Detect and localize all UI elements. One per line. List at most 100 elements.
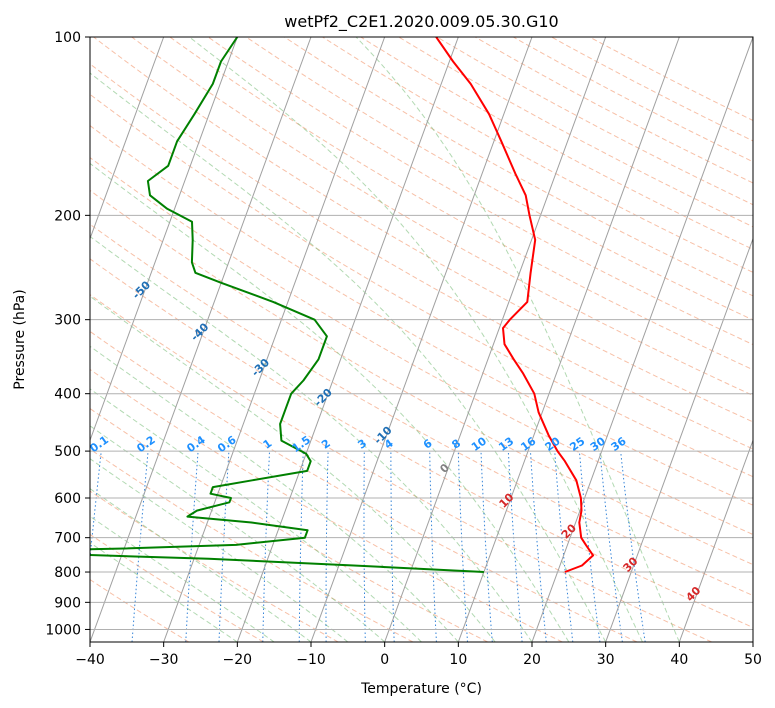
mixing-ratio-line [90,451,102,563]
temperature-line [435,37,595,573]
dry-adiabat [551,37,753,142]
x-tick-label: 0 [380,652,389,668]
dry-adiabat [90,93,753,478]
moist-adiabat [188,37,643,642]
dry-adiabat [90,448,414,642]
dewpoint-line [90,37,484,573]
isotherm [678,438,753,642]
x-tick-label: 30 [597,652,615,668]
mixing-ratio-line [457,451,468,642]
grid-lines [90,37,753,642]
isotherm [90,37,238,442]
isotherm [90,37,165,241]
y-tick-label: 900 [54,595,81,611]
moist-adiabat [90,162,570,642]
x-tick-label: 10 [449,652,467,668]
y-axis: 100 200 300 400 500 600 700 800 900 1000 [45,30,90,638]
isotherm [236,37,459,642]
x-axis-title: Temperature (°C) [360,681,482,697]
x-tick-label: −30 [149,652,179,668]
dry-adiabat [93,37,753,423]
dry-adiabat [90,258,753,629]
dry-adiabat [436,37,753,206]
mixing-ratio-label: 3 [355,437,369,452]
moist-adiabat [90,72,607,642]
dry-adiabat [131,37,753,397]
moist-adiabat [90,425,386,642]
isotherm [310,37,533,642]
mixing-ratio-line [578,451,601,642]
moist-adiabat [90,458,349,642]
dry-adiabat [360,37,753,250]
dry-adiabat [322,37,753,273]
y-tick-label: 200 [54,208,81,224]
mixing-ratio-line [325,451,329,642]
dry-adiabat [90,63,753,450]
dry-adiabat [513,37,753,163]
moist-adiabat [90,345,459,642]
plot-frame [89,36,754,643]
dry-adiabat [90,490,339,642]
isotherm [90,37,312,642]
sounding-lines [90,37,595,573]
isotherm [457,37,680,642]
mixing-ratio-label: 0.4 [184,433,208,455]
moist-adiabat [90,388,422,642]
y-tick-label: 600 [54,491,81,507]
dry-adiabat [90,368,563,642]
mixing-ratio-line [480,451,493,642]
y-tick-label: 300 [54,313,81,329]
dry-adiabat [90,294,712,642]
y-tick-label: 400 [54,387,81,403]
isotherm [752,640,753,642]
x-axis: −40 −30 −20 −10 0 10 20 30 40 50 [75,642,762,668]
x-tick-label: −20 [223,652,253,668]
moist-adiabat [90,515,275,642]
dry-adiabat [398,37,753,228]
isotherm [384,37,607,642]
dry-adiabat [284,37,753,297]
dry-adiabat [90,124,753,506]
y-tick-label: 700 [54,531,81,547]
x-tick-label: −40 [75,652,105,668]
mixing-ratio-line [298,451,304,642]
chart-title: wetPf2_C2E1.2020.009.05.30.G10 [284,12,558,32]
mixing-ratio-label: 0.6 [215,433,239,455]
isotherm-label: 10 [497,490,517,510]
background-lines [90,37,753,642]
isotherm-label: -30 [249,356,272,379]
moist-adiabat [90,488,312,642]
x-tick-label: 50 [744,652,762,668]
mixing-ratio-line [429,451,437,642]
mixing-ratio-line [554,451,574,642]
dry-adiabat [90,330,638,642]
dry-adiabat [90,223,753,597]
isotherm-label: -20 [312,386,335,409]
isotherm [163,37,386,642]
y-tick-label: 800 [54,565,81,581]
dry-adiabat [90,189,753,566]
x-tick-label: −10 [296,652,326,668]
dry-adiabat [90,156,753,536]
mixing-ratio-line [620,451,646,642]
y-axis-title: Pressure (hPa) [12,289,28,389]
y-tick-label: 500 [54,444,81,460]
moist-adiabat [355,37,680,642]
dry-adiabat [90,408,488,642]
isotherm [605,237,753,642]
isotherm-label: -40 [188,320,211,343]
mixing-ratio-line [507,451,523,642]
isotherm-label: 40 [683,584,703,604]
moist-adiabat [90,295,496,642]
isotherm-label: -50 [130,278,153,301]
dry-adiabat [90,533,264,642]
y-tick-label: 1000 [45,622,81,638]
mixing-ratio-line [529,451,547,642]
mixing-ratio-line [363,451,366,642]
dry-adiabat [589,37,753,122]
dry-adiabat [169,37,753,371]
mixing-ratio-label: 0.2 [134,433,157,455]
y-tick-label: 100 [54,30,81,46]
dry-adiabat [245,37,753,321]
